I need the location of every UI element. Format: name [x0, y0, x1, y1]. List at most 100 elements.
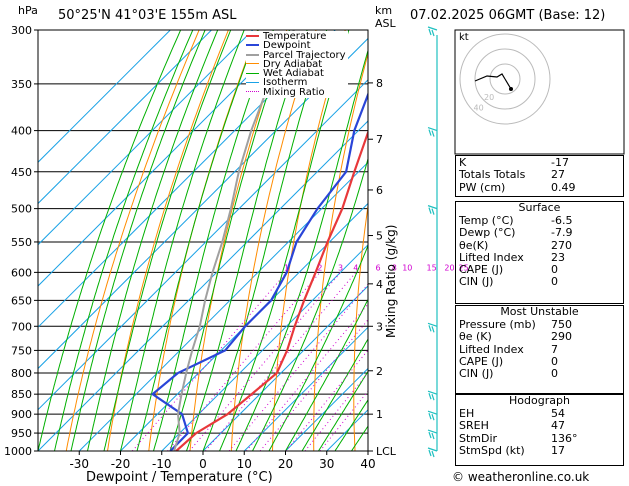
- asl-label: ASL: [375, 17, 396, 30]
- surface-row: Dewp (°C) -7.9: [459, 226, 573, 240]
- dry-adiabat: [107, 30, 229, 451]
- x-tick-label: 20: [278, 457, 293, 471]
- hpa-label: hPa: [18, 4, 38, 17]
- km-tick-label: 8: [376, 77, 383, 90]
- y-tick-label: 450: [11, 166, 32, 179]
- mixing-ratio-line: [304, 371, 368, 451]
- mixing-ratio-label: 4: [353, 263, 358, 272]
- surface-row: CIN (J) 0: [459, 275, 558, 289]
- hodograph-frame: [454, 29, 625, 155]
- surface-table: Surface Temp (°C) -6.5 Dewp (°C) -7.9 θe(K…: [455, 201, 624, 304]
- wind-barb-icon: [427, 447, 438, 458]
- wet-adiabat: [202, 30, 328, 451]
- y-tick-label: 400: [11, 125, 32, 138]
- x-tick-label: -20: [111, 457, 131, 471]
- wet-adiabat: [87, 30, 219, 451]
- y-tick-label: 750: [11, 344, 32, 357]
- mixing-ratio-label: 10: [402, 263, 412, 272]
- background-lines: [38, 30, 368, 451]
- surface-title: Surface: [518, 201, 561, 214]
- most-unstable-row: θe (K) 290: [459, 330, 572, 344]
- wet-adiabat: [219, 30, 350, 451]
- legend-item: Temperature: [246, 32, 346, 42]
- mixing-ratio-label: 2: [317, 263, 322, 272]
- hodograph-ring-label: 40: [474, 104, 484, 113]
- legend-item: Dry Adiabat: [246, 59, 346, 69]
- legend-item: Wet Adiabat: [246, 69, 346, 79]
- series-line: [173, 30, 295, 451]
- wet-adiabat: [318, 370, 368, 451]
- mixing-ratio-line: [259, 319, 368, 451]
- wind-barb-icon: [427, 205, 438, 215]
- y-tick-label: 350: [11, 78, 32, 91]
- km-tick-label: 4: [376, 278, 383, 291]
- mixing-ratio-line: [228, 283, 368, 451]
- legend-item: Mixing Ratio: [246, 87, 346, 97]
- x-tick-label: 0: [199, 457, 207, 471]
- wet-adiabat: [136, 30, 259, 451]
- y-tick-label: 500: [11, 203, 32, 216]
- x-tick-label: 40: [360, 457, 375, 471]
- wet-adiabat: [334, 399, 368, 451]
- legend: Temperature Dewpoint Parcel Trajectory D…: [246, 31, 348, 99]
- isotherm: [285, 367, 368, 451]
- x-tick-label: -30: [69, 457, 89, 471]
- isotherm: [38, 37, 368, 370]
- isotherm: [38, 30, 254, 246]
- index-row: PW (cm) 0.49: [459, 180, 576, 194]
- km-tick-label: 5: [376, 230, 383, 243]
- legend-item: Dewpoint: [246, 41, 346, 51]
- hodograph-ring: [459, 33, 551, 125]
- most-unstable-title: Most Unstable: [500, 305, 579, 318]
- dry-adiabat: [148, 30, 259, 451]
- km-tick-label: LCL: [376, 445, 397, 458]
- surface-row: θe(K) 270: [459, 238, 572, 252]
- km-tick-label: 7: [376, 133, 383, 146]
- wind-barb-icon: [427, 322, 438, 333]
- wet-adiabat: [268, 244, 368, 451]
- wet-adiabat: [120, 30, 245, 451]
- y-tick-label: 900: [11, 408, 32, 421]
- x-tick-label: -10: [152, 457, 172, 471]
- hodograph-trace: [474, 73, 506, 82]
- wet-adiabat: [70, 30, 206, 451]
- location-title: 50°25'N 41°03'E 155m ASL: [58, 8, 237, 23]
- surface-row: Temp (°C) -6.5: [459, 214, 573, 227]
- y-tick-label: 550: [11, 236, 32, 249]
- most-unstable-table: Most Unstable Pressure (mb) 750 θe (K) 290…: [455, 305, 624, 394]
- mixing-ratio-label: 8: [392, 263, 397, 272]
- most-unstable-row: Pressure (mb) 750: [459, 318, 572, 331]
- wet-adiabat: [153, 30, 274, 451]
- mixing-ratio-axis-title: Mixing Ratio (g/kg): [384, 224, 398, 338]
- wet-adiabat: [301, 338, 368, 451]
- legend-item: Parcel Trajectory: [246, 50, 346, 60]
- y-tick-label: 800: [11, 367, 32, 380]
- index-row: K -17: [459, 156, 569, 169]
- wind-barb-icon: [427, 390, 438, 401]
- most-unstable-row: CAPE (J) 0: [459, 354, 558, 368]
- most-unstable-row: CIN (J) 0: [459, 367, 558, 381]
- y-tick-label: 700: [11, 320, 32, 333]
- isotherm: [38, 30, 295, 287]
- datetime-title: 07.02.2025 06GMT (Base: 12): [410, 8, 606, 23]
- temperature-axis: -30 -20 -10 0 10 20 30 40: [69, 451, 376, 471]
- wet-adiabat: [103, 30, 232, 451]
- km-tick-label: 1: [376, 408, 383, 421]
- surface-row: Lifted Index 23: [459, 250, 565, 264]
- indices-table: K -17 Totals Totals 27 PW (cm) 0.49: [455, 155, 624, 197]
- legend-item: Isotherm: [246, 78, 346, 88]
- hodograph-row: SREH 47: [459, 419, 565, 433]
- km-tick-label: 3: [376, 320, 383, 333]
- dry-adiabat: [189, 30, 288, 451]
- mixing-ratio-line: [246, 303, 368, 451]
- hodograph-ring-label: 20: [484, 93, 494, 102]
- wet-adiabat: [252, 157, 368, 451]
- storm-motion-marker: [509, 87, 513, 91]
- mixing-ratio-label: 6: [375, 263, 380, 272]
- mixing-ratio-label: 20: [444, 263, 454, 272]
- hodograph-ring: [489, 63, 521, 95]
- hodograph-row: StmDir 136°: [459, 431, 578, 445]
- series-line: [150, 91, 368, 451]
